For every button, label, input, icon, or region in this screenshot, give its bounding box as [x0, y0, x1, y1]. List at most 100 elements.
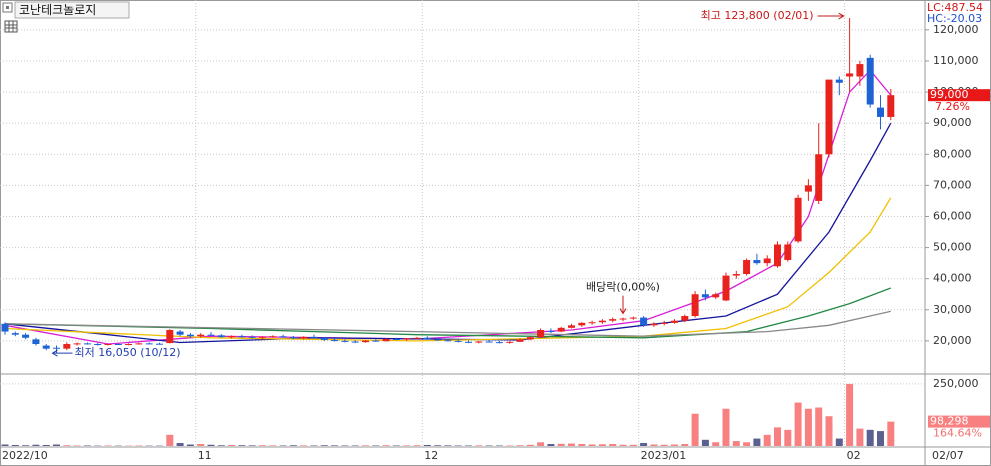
- volume-bar: [11, 445, 19, 446]
- candle-body: [753, 260, 761, 264]
- volume-bar: [547, 444, 555, 446]
- volume-bar: [1, 444, 9, 446]
- candle-body: [341, 340, 349, 342]
- candle-body: [156, 343, 163, 345]
- volume-bar: [743, 442, 751, 446]
- volume-bar: [815, 407, 823, 446]
- candle-body: [537, 330, 545, 338]
- candle-body: [289, 337, 297, 339]
- candle-body: [434, 339, 442, 341]
- y-tick-label: 90,000: [933, 116, 972, 129]
- candle-body: [454, 340, 462, 342]
- grid-icon[interactable]: [4, 20, 18, 33]
- candle-body: [877, 107, 884, 117]
- volume-bar: [526, 444, 534, 446]
- candle-body: [485, 341, 493, 343]
- volume-bar: [609, 444, 617, 446]
- candle-body: [547, 330, 555, 332]
- current-price: 99,000: [930, 88, 969, 101]
- candle-body: [732, 274, 740, 276]
- candle-body: [691, 294, 699, 317]
- candle-body: [506, 341, 514, 343]
- candle-body: [32, 339, 40, 345]
- y-tick-label: 30,000: [933, 303, 972, 316]
- y-tick-label: 70,000: [933, 178, 972, 191]
- dividend-arrow: [619, 295, 627, 315]
- candle-body: [495, 342, 503, 344]
- volume-bar: [671, 444, 678, 446]
- candle-body: [835, 79, 843, 83]
- candle-body: [846, 73, 854, 77]
- candle-body: [588, 322, 596, 324]
- candle-body: [392, 339, 400, 341]
- candle-body: [712, 294, 720, 298]
- volume-bar: [794, 402, 802, 446]
- volume-bar: [269, 445, 277, 446]
- change-rate: 7.26%: [935, 100, 970, 113]
- dividend-annotation: 배당락(0,00%): [586, 281, 660, 294]
- candle-body: [671, 320, 678, 323]
- candle-body: [351, 341, 359, 343]
- last-date: 02/07: [932, 449, 964, 462]
- lc-label: LC:487.54: [927, 1, 983, 14]
- candle-body: [774, 244, 781, 267]
- candle-body: [866, 57, 874, 105]
- volume-tick-label: 250,000: [933, 377, 979, 390]
- candle-body: [362, 340, 369, 343]
- volume-bar: [763, 434, 771, 446]
- current-price-box: [928, 89, 990, 102]
- volume-bar: [712, 442, 720, 446]
- x-tick-label: 12: [424, 449, 438, 462]
- candle-body: [619, 318, 627, 320]
- moving-average-line: [4, 310, 891, 337]
- candle-body: [413, 337, 421, 339]
- candle-body: [629, 317, 637, 319]
- candle-body: [794, 197, 802, 242]
- candle-body: [197, 334, 205, 337]
- candle-body: [22, 334, 30, 338]
- last-volume-box: [928, 415, 990, 428]
- volume-bar: [629, 444, 637, 446]
- candle-body: [743, 260, 751, 275]
- volume-bar: [877, 431, 884, 446]
- candle-body: [248, 336, 256, 338]
- volume-bar: [846, 383, 854, 446]
- candle-body: [1, 323, 9, 332]
- y-tick-label: 40,000: [933, 272, 972, 285]
- title-box[interactable]: [14, 1, 130, 19]
- candle-body: [145, 343, 153, 345]
- volume-bar: [722, 408, 730, 446]
- volume-bar: [403, 445, 411, 446]
- grid-icon-lines: [5, 21, 17, 32]
- candle-body: [403, 338, 411, 340]
- candle-body: [186, 334, 194, 337]
- x-tick-label: 02: [847, 449, 861, 462]
- volume-bar: [434, 445, 442, 446]
- candle-body: [825, 79, 833, 155]
- volume-bar: [681, 444, 689, 446]
- candle-body: [516, 339, 524, 342]
- volume-bar: [557, 443, 565, 446]
- candle-body: [465, 341, 472, 343]
- candle-body: [640, 317, 648, 326]
- candle-body: [568, 325, 575, 328]
- volume-bar: [475, 445, 483, 446]
- y-tick-label: 120,000: [933, 23, 979, 36]
- candle-body: [217, 335, 225, 338]
- volume-bar: [856, 428, 864, 446]
- volume-bar: [423, 445, 431, 446]
- candle-body: [207, 334, 215, 336]
- candle-body: [310, 336, 318, 338]
- volume-bar: [753, 438, 761, 446]
- candle-body: [176, 331, 184, 335]
- x-tick-label: 2022/10: [2, 449, 48, 462]
- volume-bar: [825, 416, 833, 446]
- candle-body: [73, 343, 81, 345]
- candle-body: [475, 341, 483, 343]
- volume-bar: [32, 444, 40, 446]
- candle-body: [135, 343, 143, 345]
- candle-body: [609, 319, 617, 321]
- candle-body: [125, 344, 133, 346]
- volume-bar: [22, 445, 30, 446]
